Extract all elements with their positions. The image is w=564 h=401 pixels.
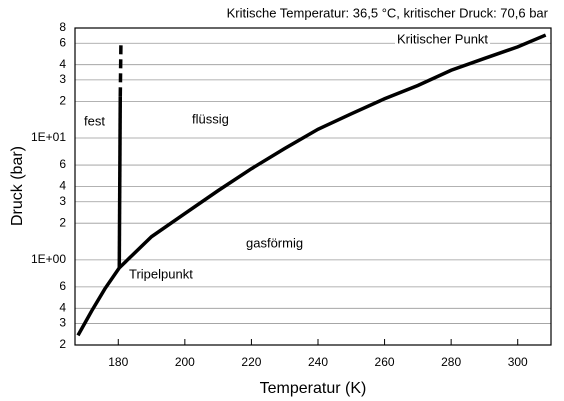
annotation: Tripelpunkt: [129, 266, 193, 281]
y-tick-label: 6: [59, 279, 66, 293]
chart-title: Kritische Temperatur: 36,5 °C, kritische…: [227, 5, 549, 20]
y-tick-label: 1E+01: [31, 130, 66, 144]
y-tick-label: 3: [59, 72, 66, 86]
y-axis-label: Druck (bar): [9, 146, 26, 226]
y-tick-label: 4: [59, 179, 66, 193]
x-axis-label: Temperatur (K): [260, 380, 367, 397]
annotation: flüssig: [192, 111, 229, 126]
x-tick-label: 260: [375, 355, 395, 369]
annotation: Kritischer Punkt: [397, 31, 488, 46]
phase-line: [76, 33, 547, 337]
y-tick-label: 3: [59, 316, 66, 330]
y-tick-label: 3: [59, 194, 66, 208]
annotation-bg: [190, 112, 231, 128]
y-tick-label: 8: [59, 20, 66, 34]
plot-frame: [74, 27, 552, 346]
y-tick-label: 6: [59, 35, 66, 49]
annotation: fest: [84, 113, 105, 128]
y-tick-label: 2: [59, 94, 66, 108]
y-tick-label: 6: [59, 157, 66, 171]
phase-line: [117, 96, 123, 268]
x-tick-label: 300: [508, 355, 528, 369]
x-tick-label: 200: [175, 355, 195, 369]
annotation-bg: [82, 114, 107, 130]
y-tick-label: 4: [59, 300, 66, 314]
annotation: gasförmig: [246, 235, 303, 250]
y-tick-label: 1E+00: [31, 252, 66, 266]
phase-line: [118, 43, 123, 97]
x-tick-label: 280: [441, 355, 461, 369]
annotation-bg: [127, 267, 195, 283]
y-tick-label: 4: [59, 57, 66, 71]
x-tick-label: 240: [308, 355, 328, 369]
y-tick-label: 2: [59, 337, 66, 351]
annotation-bg: [395, 32, 491, 48]
y-tick-label: 2: [59, 215, 66, 229]
x-tick-label: 220: [241, 355, 261, 369]
annotation-bg: [244, 236, 306, 252]
x-tick-label: 180: [108, 355, 128, 369]
